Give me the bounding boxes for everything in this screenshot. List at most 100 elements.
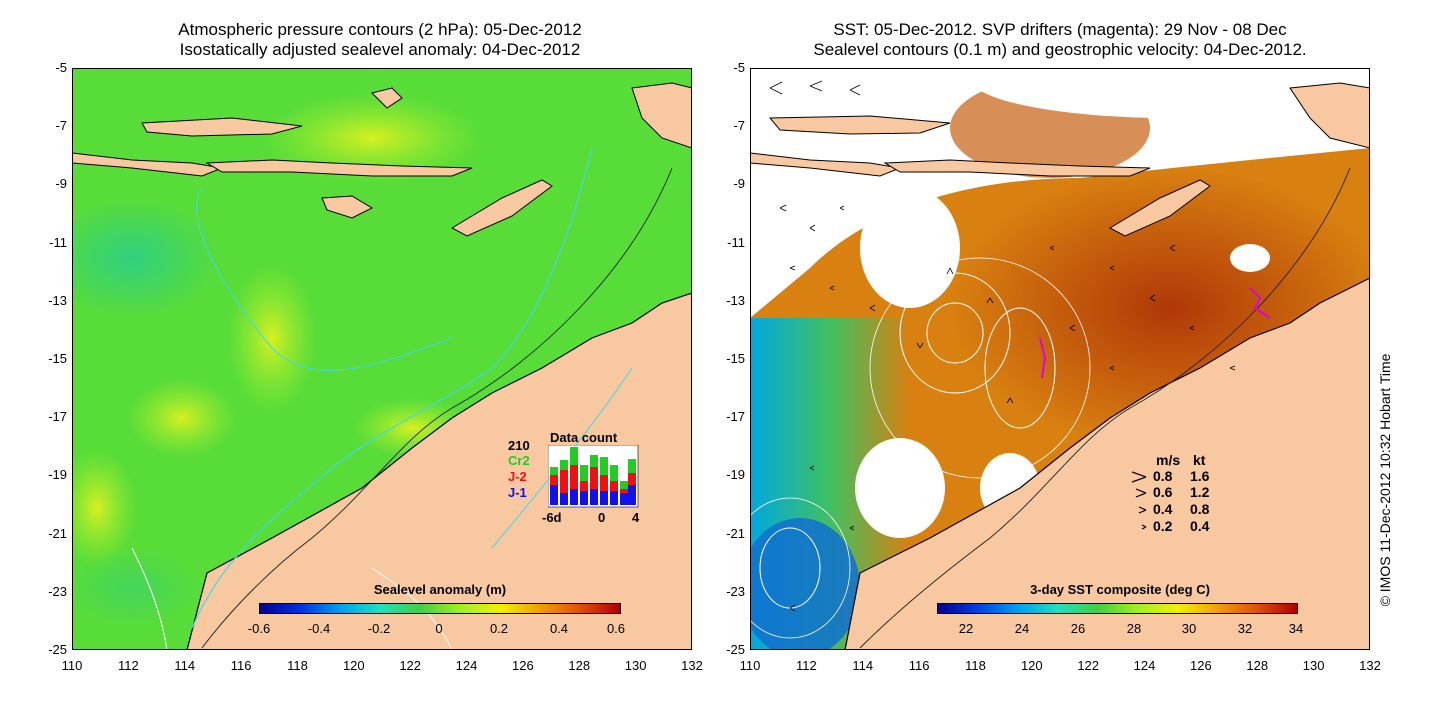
right-longitude-tick: 110 [739, 658, 761, 673]
left-cbar-tick: 0.4 [549, 621, 569, 636]
timor-island [1108, 179, 1211, 237]
right-longitude-tick: 118 [965, 658, 986, 673]
right-latitude-tick: -7 [733, 118, 745, 134]
right-longitude-tick: 112 [795, 658, 817, 673]
legend-arrow-02 [1141, 524, 1147, 530]
legend-arrows [1131, 471, 1147, 530]
left-cbar-tick: 0.6 [606, 621, 626, 636]
left-latitude-tick: -11 [49, 234, 67, 250]
left-longitude-tick: 110 [61, 658, 83, 673]
left-longitude-tick: 130 [624, 658, 647, 673]
left-longitude-tick: 126 [512, 658, 534, 673]
right-longitude-tick: 126 [1190, 658, 1212, 673]
high-anomaly-patch [72, 448, 137, 568]
timor-island [450, 179, 553, 237]
left-longitude-tick: 120 [342, 658, 365, 673]
sat-label-j2: J-2 [508, 469, 527, 484]
high-anomaly-patch [127, 378, 237, 458]
flores-island [141, 117, 303, 137]
legend-header-ms: m/s [1156, 452, 1181, 468]
left-latitude-tick: -7 [55, 118, 67, 134]
svp-drifter-track [1249, 287, 1271, 319]
cloud-patch [970, 68, 1370, 118]
legend-arrow-06 [1135, 488, 1147, 498]
lesser-sunda-islands [883, 159, 1151, 177]
sealevel-contour [899, 272, 1011, 394]
data-count-total: 210 [508, 438, 530, 453]
left-title-line1: Atmospheric pressure contours (2 hPa): 0… [178, 20, 582, 39]
legend-kt-value: 1.2 [1190, 484, 1210, 500]
histogram-axis-end: 4 [632, 510, 640, 525]
histogram-bars [550, 447, 636, 505]
data-count-histogram [548, 445, 639, 508]
left-latitude-tick: -23 [48, 583, 67, 599]
right-latitude-tick: -17 [726, 409, 745, 425]
cloud-patch [855, 438, 945, 538]
right-latitude-tick: -15 [726, 351, 745, 366]
island-ne [1289, 82, 1370, 149]
legend-ms-value: 0.8 [1153, 468, 1173, 484]
right-longitude-tick: 116 [908, 658, 930, 673]
left-cbar-tick: 0.2 [489, 621, 509, 636]
left-cbar-tick: -0.2 [367, 621, 391, 636]
sat-label-j1: J-1 [508, 485, 527, 500]
high-anomaly-patch [227, 263, 317, 413]
right-latitude-tick: -13 [726, 292, 745, 308]
sealevel-colorbar [259, 603, 621, 614]
flores-island [768, 115, 951, 135]
sealevel-contour [750, 497, 851, 639]
sealevel-contour [926, 302, 984, 364]
left-latitude-tick: -15 [48, 351, 67, 366]
pressure-contour [196, 187, 453, 371]
right-longitude-tick: 130 [1302, 658, 1325, 673]
left-latitude-tick: -9 [55, 176, 67, 192]
right-title-line2: Sealevel contours (0.1 m) and geostrophi… [813, 40, 1307, 59]
right-latitude-tick: -19 [726, 467, 745, 483]
depth-contour [859, 167, 1351, 649]
right-longitude-tick: 120 [1020, 658, 1043, 673]
left-cbar-tick: -0.4 [307, 621, 331, 636]
low-anomaly-patch [72, 198, 222, 318]
sealevel-anomaly-map [72, 68, 692, 650]
left-latitude-tick: -13 [48, 292, 67, 308]
legend-kt-value: 0.8 [1190, 501, 1210, 517]
right-title-line1: SST: 05-Dec-2012. SVP drifters (magenta)… [833, 20, 1287, 39]
right-cbar-tick: 24 [1014, 621, 1030, 636]
right-longitude-tick: 132 [1359, 658, 1381, 673]
lesser-sunda-islands [205, 159, 473, 177]
left-latitude-tick: -19 [48, 467, 67, 483]
left-latitude-tick: -21 [48, 525, 67, 541]
cloud-patch [1230, 244, 1270, 272]
java-island [750, 152, 902, 177]
left-cbar-tick: -0.6 [247, 621, 271, 636]
island-ne [631, 82, 692, 149]
svp-drifter-track [1039, 337, 1047, 379]
sat-label-cr2: Cr2 [508, 453, 530, 468]
data-count-title: Data count [550, 430, 618, 445]
right-latitude-tick: -21 [726, 525, 745, 541]
right-latitude-tick: -5 [733, 60, 745, 75]
left-title-line2: Isostatically adjusted sealevel anomaly:… [179, 40, 581, 59]
high-anomaly-patch [262, 93, 482, 183]
right-cbar-tick: 32 [1237, 621, 1253, 636]
left-latitude-tick: -5 [55, 60, 67, 75]
white-contour [371, 567, 453, 650]
right-latitude-tick: -23 [726, 583, 745, 599]
depth-contour [201, 167, 673, 649]
australia-land [186, 292, 692, 650]
right-cbar-tick: 22 [958, 621, 974, 636]
legend-ms-value: 0.2 [1153, 518, 1173, 534]
left-longitude-tick: 114 [174, 658, 196, 673]
histogram-axis-start: -6d [542, 510, 562, 525]
sealevel-contour [984, 307, 1056, 429]
sst-map [750, 68, 1370, 650]
geostrophic-velocity-vectors [769, 80, 1236, 612]
right-longitude-tick: 124 [1133, 658, 1156, 673]
right-longitude-tick: 128 [1246, 658, 1269, 673]
right-latitude-tick: -25 [726, 642, 745, 657]
right-longitude-tick: 114 [852, 658, 874, 673]
australia-land [844, 277, 1370, 650]
right-latitude-tick: -9 [733, 176, 745, 192]
legend-ms-value: 0.6 [1153, 484, 1173, 500]
small-island [371, 87, 403, 109]
